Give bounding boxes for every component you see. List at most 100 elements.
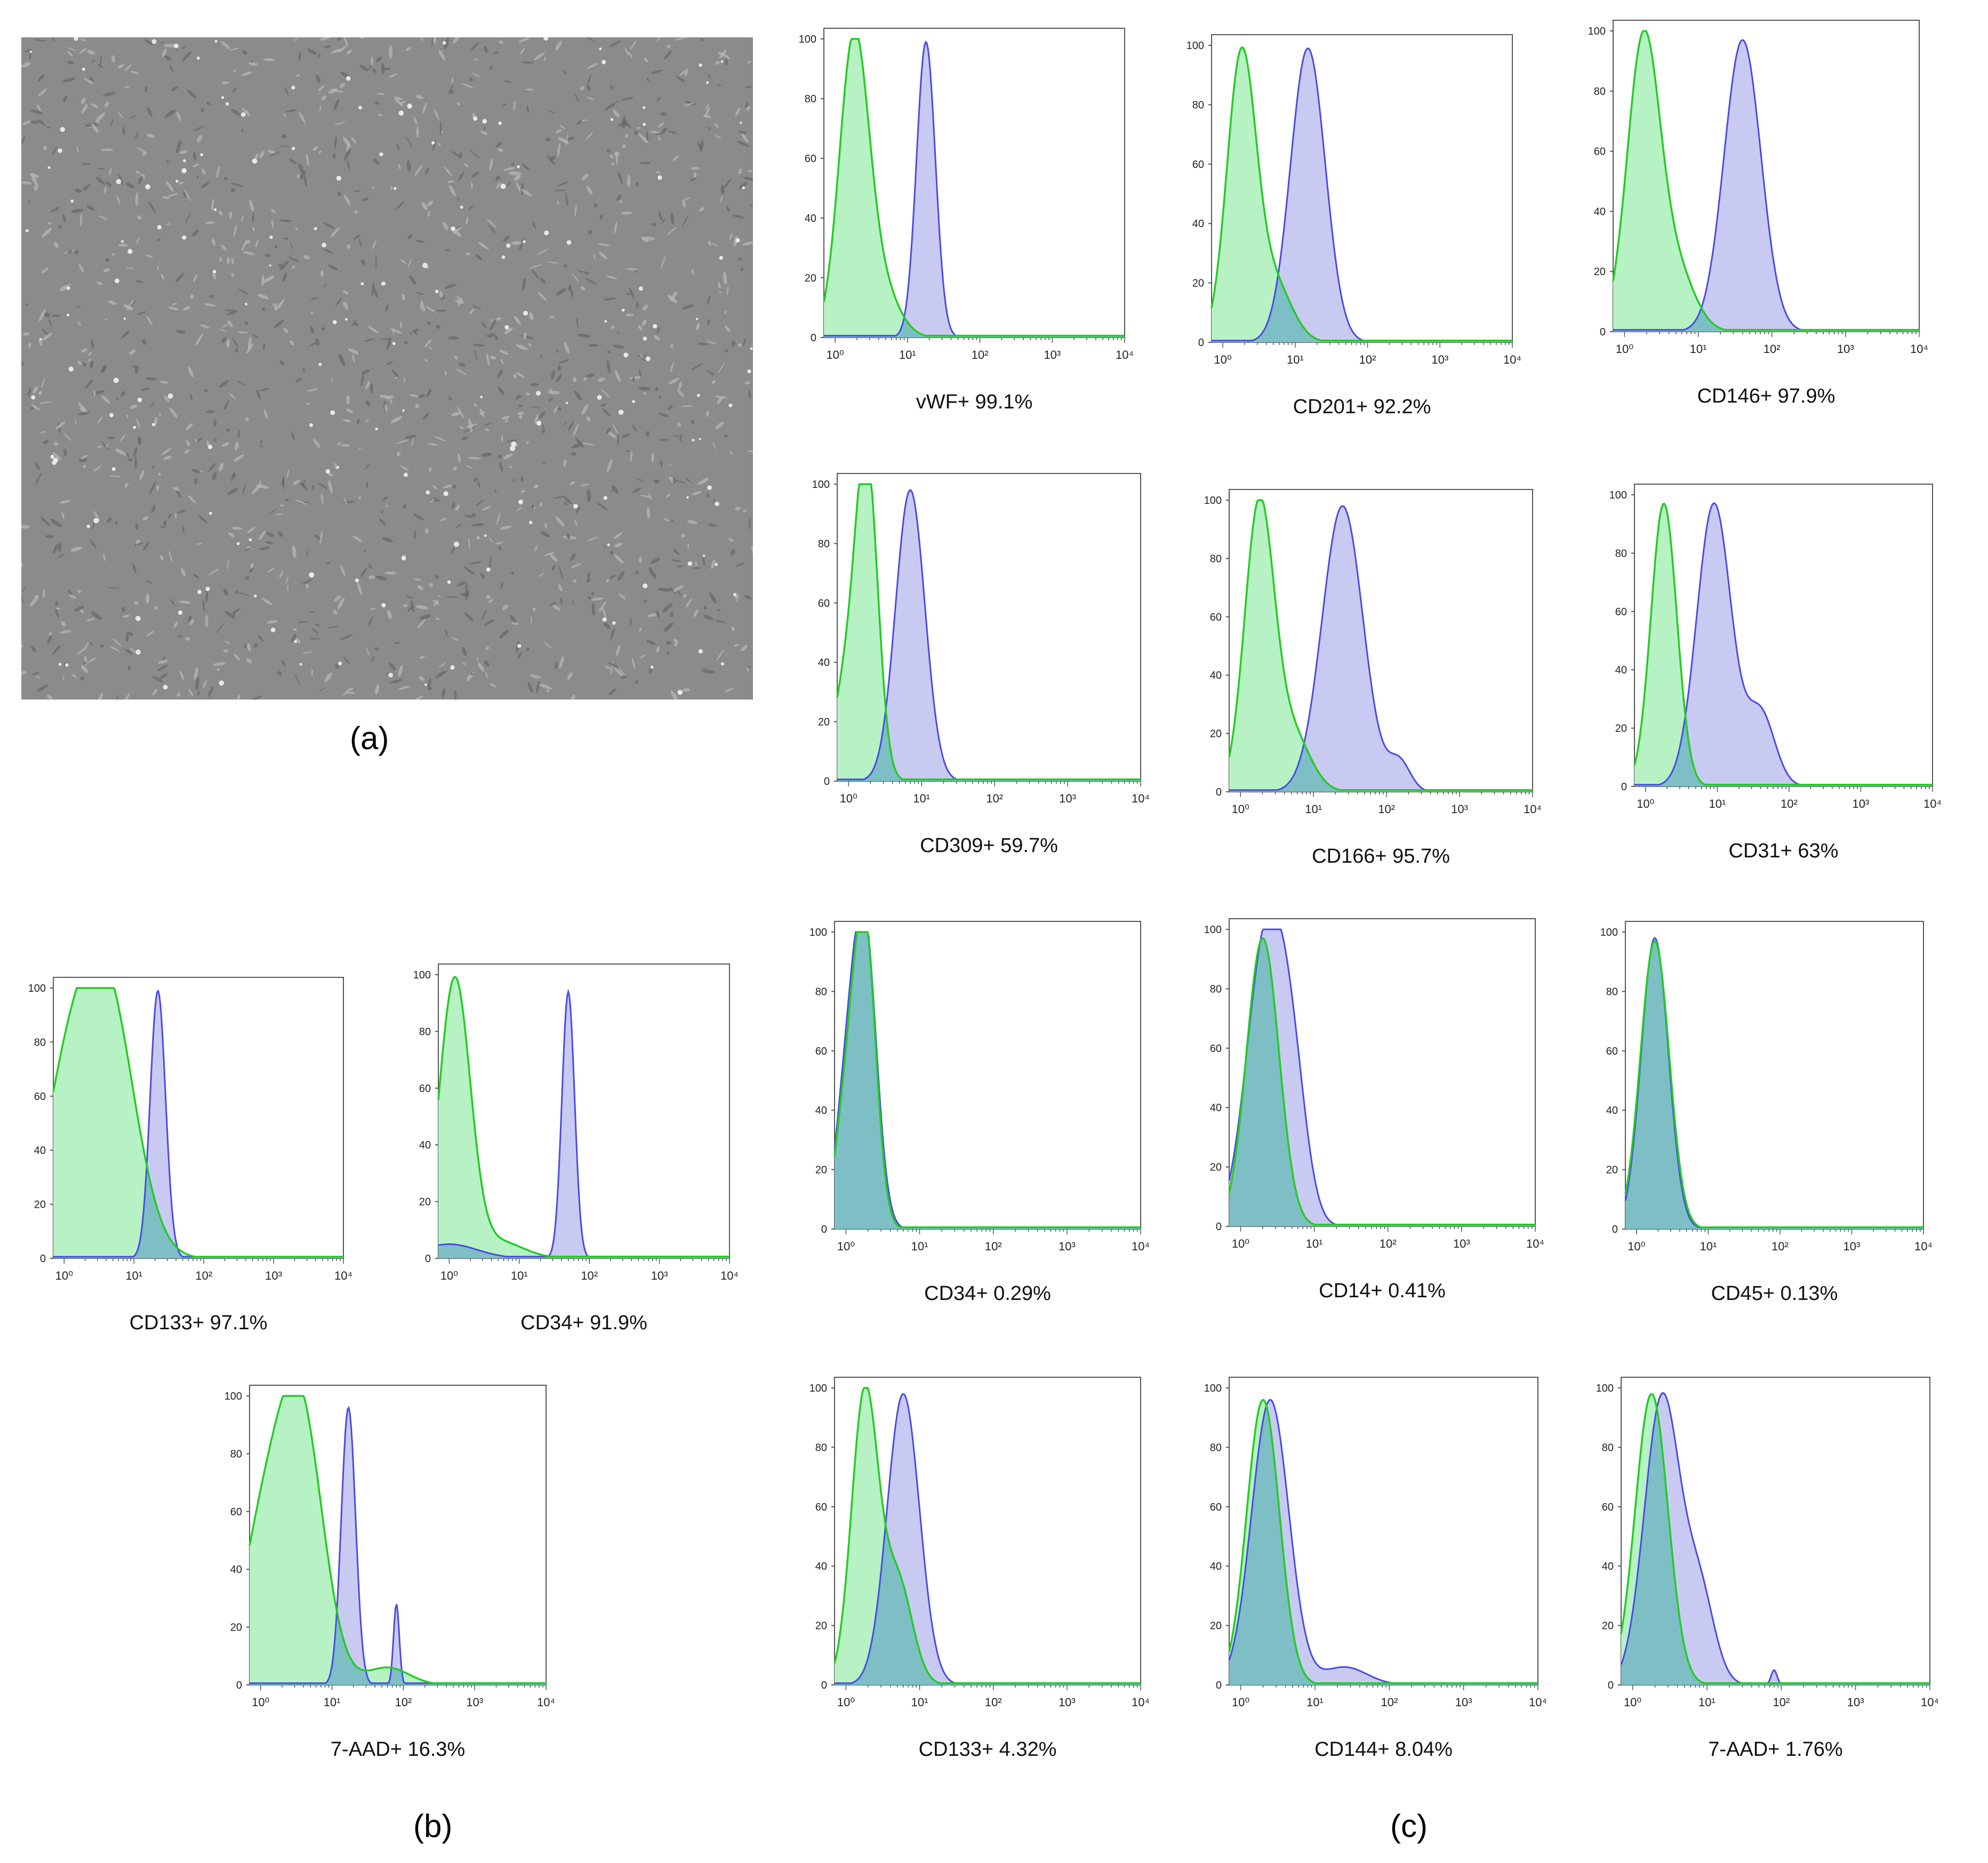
y-tick-label: 80 (1210, 983, 1222, 995)
histogram-c9: 0 20 40 60 80 100 10⁰ 10¹ 10² 10³ 10⁴ (1600, 921, 1933, 1253)
y-tick-label: 80 (34, 1037, 46, 1048)
y-tick-label: 60 (1210, 612, 1222, 623)
histogram-b1: 0 20 40 60 80 100 10⁰ 10¹ 10² 10³ 10⁴ (28, 977, 352, 1282)
x-tick-label: 10⁰ (1214, 353, 1231, 366)
histogram-caption: CD34+ 0.29% (924, 1282, 1051, 1305)
y-tick-label: 100 (28, 983, 46, 994)
isotype-line (1633, 502, 1933, 786)
x-tick-label: 10¹ (899, 348, 916, 362)
x-tick-label: 10¹ (911, 1696, 928, 1709)
isotype-fill (835, 1388, 1141, 1685)
isotype-line (836, 483, 1141, 781)
y-tick-label: 80 (1602, 1442, 1614, 1454)
y-tick-label: 60 (230, 1506, 242, 1518)
y-tick-label: 0 (1216, 786, 1222, 798)
histogram-caption: CD34+ 91.9% (520, 1312, 647, 1334)
x-tick-label: 10⁰ (1637, 797, 1654, 810)
overlap-fill (835, 932, 1141, 1229)
x-tick-label: 10³ (1431, 353, 1448, 366)
y-tick-label: 100 (809, 927, 827, 938)
y-tick-label: 100 (1204, 924, 1222, 936)
isotype-line (1624, 939, 1923, 1228)
isotype-fill (1634, 503, 1933, 786)
y-tick-label: 80 (1594, 86, 1606, 98)
x-tick-label: 10³ (1044, 348, 1061, 362)
y-tick-label: 100 (225, 1391, 242, 1402)
isotype-line (248, 1395, 546, 1684)
x-tick-label: 10³ (1455, 1696, 1472, 1709)
y-tick-label: 40 (1615, 664, 1627, 676)
isotype-fill (1229, 500, 1533, 792)
y-tick-label: 100 (809, 1383, 827, 1394)
y-tick-label: 60 (1615, 606, 1627, 618)
x-tick-label: 10³ (1059, 1240, 1076, 1253)
isotype-line (52, 987, 343, 1258)
y-tick-label: 20 (818, 717, 830, 728)
y-tick-label: 0 (1621, 781, 1627, 793)
y-tick-label: 20 (1602, 1620, 1614, 1632)
isotype-fill (250, 1396, 546, 1685)
histogram-c2: 0 20 40 60 80 100 10⁰ 10¹ 10² 10³ 10⁴ (1187, 34, 1521, 366)
x-tick-label: 10¹ (1305, 802, 1322, 816)
x-tick-label: 10³ (651, 1269, 668, 1282)
y-tick-label: 100 (1204, 1383, 1222, 1394)
histogram-caption: CD14+ 0.41% (1319, 1280, 1446, 1302)
marker-fill (1212, 48, 1512, 342)
isotype-line (437, 975, 730, 1258)
x-tick-label: 10⁰ (1616, 342, 1633, 356)
x-tick-label: 10⁴ (1526, 1237, 1544, 1250)
x-tick-label: 10⁴ (1914, 1240, 1933, 1253)
x-tick-label: 10³ (1451, 802, 1468, 816)
x-tick-label: 10¹ (1700, 1240, 1717, 1253)
isotype-line (1228, 499, 1533, 791)
cell-speckles (18, 33, 756, 705)
marker-fill (1621, 1393, 1930, 1685)
y-tick-label: 100 (1187, 40, 1204, 52)
x-tick-label: 10⁰ (55, 1269, 73, 1282)
y-tick-label: 0 (1608, 1680, 1614, 1691)
x-tick-label: 10² (195, 1269, 212, 1282)
y-tick-label: 80 (805, 93, 816, 105)
y-tick-label: 100 (812, 479, 830, 491)
isotype-fill (824, 39, 1125, 338)
isotype-fill (837, 484, 1141, 781)
histogram-c10: 0 20 40 60 80 100 10⁰ 10¹ 10² 10³ 10⁴ (809, 1377, 1150, 1709)
histogram-caption: CD309+ 59.7% (920, 834, 1058, 857)
histogram-caption: CD166+ 95.7% (1312, 845, 1450, 868)
x-tick-label: 10⁴ (1524, 802, 1542, 816)
x-tick-label: 10¹ (1306, 1237, 1323, 1250)
x-tick-label: 10³ (1843, 1240, 1861, 1253)
y-tick-label: 40 (818, 657, 830, 669)
histogram-c7: 0 20 40 60 80 100 10⁰ 10¹ 10² 10³ 10⁴ (809, 921, 1150, 1253)
y-tick-label: 100 (1609, 489, 1627, 501)
y-tick-label: 100 (413, 969, 431, 981)
y-tick-label: 80 (1615, 548, 1627, 559)
histogram-c1: 0 20 40 60 80 100 10⁰ 10¹ 10² 10³ 10⁴ (799, 28, 1134, 362)
x-tick-label: 10³ (1059, 792, 1076, 805)
y-tick-label: 0 (1612, 1224, 1618, 1235)
overlap-fill (1625, 941, 1923, 1229)
y-tick-label: 100 (1588, 26, 1606, 37)
y-tick-label: 20 (1606, 1165, 1618, 1176)
histogram-caption: CD133+ 97.1% (129, 1312, 268, 1334)
y-tick-label: 0 (425, 1253, 431, 1265)
y-tick-label: 20 (1210, 1162, 1222, 1174)
y-tick-label: 20 (419, 1197, 431, 1208)
y-tick-label: 40 (1594, 206, 1606, 218)
overlap-fill (1229, 938, 1535, 1226)
panel-label-b: (b) (413, 1808, 453, 1844)
x-tick-label: 10² (985, 1696, 1002, 1709)
x-tick-label: 10² (395, 1696, 412, 1709)
x-tick-label: 10³ (265, 1269, 282, 1282)
y-tick-label: 80 (815, 1442, 827, 1454)
marker-fill (835, 1394, 1141, 1685)
x-tick-label: 10⁴ (720, 1269, 739, 1282)
y-tick-label: 80 (419, 1026, 431, 1038)
x-tick-label: 10² (1771, 1240, 1789, 1253)
y-tick-label: 100 (1596, 1383, 1614, 1394)
y-tick-label: 60 (818, 598, 830, 609)
histogram-caption: 7-AAD+ 16.3% (330, 1738, 466, 1761)
x-tick-label: 10⁴ (1921, 1696, 1939, 1709)
y-tick-label: 60 (1210, 1501, 1222, 1513)
y-tick-label: 80 (1192, 99, 1204, 111)
